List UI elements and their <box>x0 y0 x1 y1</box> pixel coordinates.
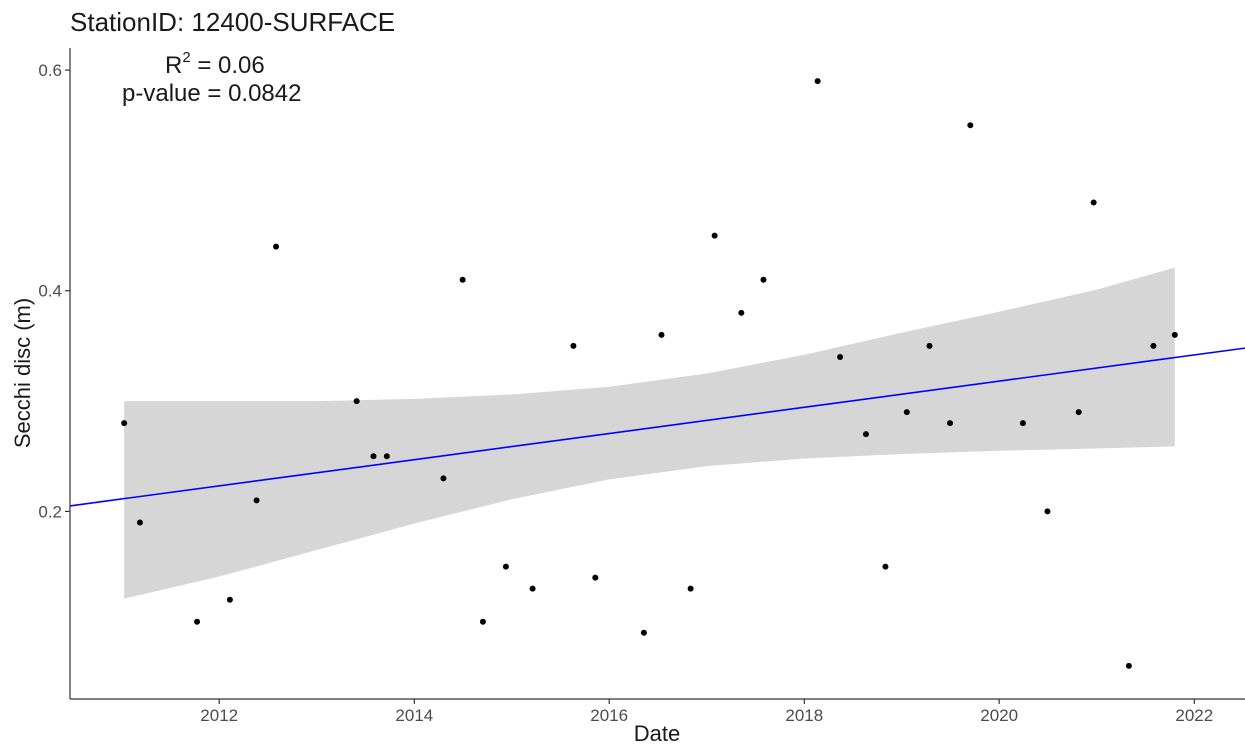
data-point <box>1019 420 1026 427</box>
x-ticks: 2012 2014 2016 2018 2020 2022 <box>200 699 1213 725</box>
x-tick-label: 2018 <box>785 706 823 725</box>
data-point <box>837 353 844 360</box>
trend-line-layer <box>69 347 1245 507</box>
data-points-layer <box>121 78 1178 669</box>
data-point <box>926 342 933 349</box>
data-point <box>882 563 889 570</box>
data-point <box>1090 199 1097 206</box>
data-point <box>640 629 647 636</box>
data-point <box>592 574 599 581</box>
data-point <box>479 618 486 625</box>
data-point <box>760 276 767 283</box>
y-tick-label: 0.2 <box>38 502 62 521</box>
data-point <box>570 342 577 349</box>
y-axis-title: Secchi disc (m) <box>10 298 35 448</box>
data-point <box>1125 662 1132 669</box>
r-squared-base: R <box>165 52 182 79</box>
r-squared-value: = 0.06 <box>191 52 265 79</box>
confidence-band <box>124 267 1175 599</box>
data-point <box>814 78 821 85</box>
y-tick-label: 0.4 <box>38 282 62 301</box>
data-point <box>353 398 360 405</box>
confidence-band-layer <box>124 267 1175 599</box>
r-squared-exponent: 2 <box>182 49 190 66</box>
data-point <box>459 276 466 283</box>
trend-line <box>69 347 1245 507</box>
data-point <box>1171 331 1178 338</box>
data-point <box>253 497 260 504</box>
x-axis-title: Date <box>634 721 680 746</box>
x-tick-label: 2020 <box>980 706 1018 725</box>
chart-title: StationID: 12400-SURFACE <box>70 7 395 37</box>
data-point <box>529 585 536 592</box>
data-point <box>711 232 718 239</box>
data-point <box>738 309 745 316</box>
p-value-label: p-value = 0.0842 <box>122 80 301 107</box>
y-ticks: 0.2 0.4 0.6 <box>38 61 70 521</box>
data-point <box>862 431 869 438</box>
y-tick-label: 0.6 <box>38 61 62 80</box>
data-point <box>687 585 694 592</box>
data-point <box>502 563 509 570</box>
x-tick-label: 2014 <box>395 706 433 725</box>
x-tick-label: 2022 <box>1175 706 1213 725</box>
data-point <box>903 409 910 416</box>
data-point <box>1044 508 1051 515</box>
r-squared-label: R2 = 0.06 <box>165 49 265 79</box>
data-point <box>370 453 377 460</box>
x-tick-label: 2012 <box>200 706 238 725</box>
data-point <box>136 519 143 526</box>
data-point <box>967 122 974 129</box>
data-point <box>1150 342 1157 349</box>
data-point <box>273 243 280 250</box>
data-point <box>121 420 128 427</box>
x-tick-label: 2016 <box>590 706 628 725</box>
data-point <box>383 453 390 460</box>
data-point <box>1075 409 1082 416</box>
data-point <box>658 331 665 338</box>
data-point <box>194 618 201 625</box>
data-point <box>226 596 233 603</box>
data-point <box>947 420 954 427</box>
data-point <box>440 475 447 482</box>
